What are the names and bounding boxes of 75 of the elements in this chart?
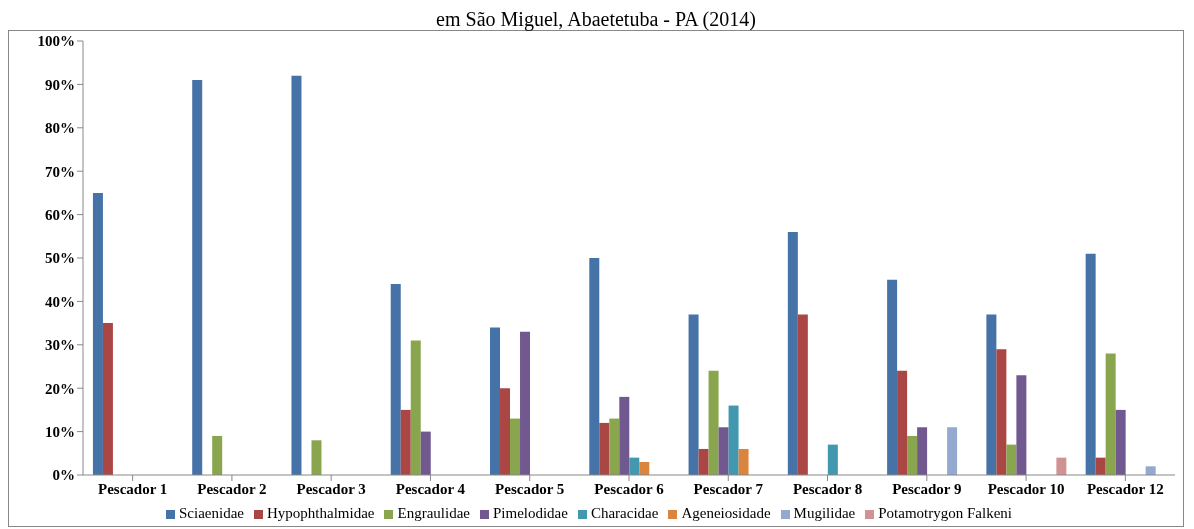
bar	[390, 284, 401, 475]
bar	[639, 461, 650, 475]
bar	[311, 440, 322, 475]
bar	[1016, 375, 1027, 475]
bar	[410, 340, 421, 475]
bar	[102, 323, 113, 475]
bar	[192, 80, 203, 475]
y-tick-label: 100%	[37, 33, 75, 50]
x-tick-label: Pescador 4	[395, 480, 466, 497]
bar	[887, 279, 898, 475]
bar	[589, 258, 600, 475]
bar	[500, 388, 511, 475]
bar	[629, 457, 640, 475]
x-tick-label: Pescador 9	[892, 480, 962, 497]
bar	[698, 448, 709, 475]
x-tick-label: Pescador 1	[97, 480, 168, 497]
bar	[510, 418, 521, 475]
y-tick-label: 20%	[45, 380, 75, 397]
bar	[787, 231, 798, 475]
x-tick-label: Pescador 5	[495, 480, 565, 497]
chart-title: em São Miguel, Abaetetuba - PA (2014)	[435, 8, 757, 30]
x-tick-label: Pescador 7	[693, 480, 764, 497]
bar	[400, 409, 411, 475]
bar	[1145, 466, 1156, 475]
bar	[490, 327, 501, 475]
y-tick-label: 40%	[45, 293, 75, 310]
bar	[797, 314, 808, 475]
bar	[520, 331, 531, 475]
bar	[599, 422, 610, 475]
bar	[827, 444, 838, 475]
bar	[688, 314, 699, 475]
bar	[947, 427, 958, 475]
bar	[420, 431, 431, 475]
y-tick-label: 30%	[45, 337, 75, 354]
bar	[1085, 253, 1096, 475]
bar	[728, 405, 739, 475]
y-tick-label: 90%	[45, 76, 75, 93]
x-tick-label: Pescador 6	[594, 480, 665, 497]
legend-label: Pimelodidae	[492, 505, 568, 521]
legend-label: Mugilidae	[793, 505, 856, 521]
legend-label: Hypophthalmidae	[267, 505, 375, 521]
x-tick-label: Pescador 3	[296, 480, 366, 497]
y-tick-label: 10%	[45, 423, 75, 440]
y-tick-label: 0%	[52, 467, 75, 484]
bar	[1115, 409, 1126, 475]
x-tick-label: Pescador 10	[987, 480, 1065, 497]
bar	[738, 448, 749, 475]
bar	[212, 435, 223, 475]
x-tick-label: Pescador 12	[1086, 480, 1164, 497]
legend-label: Sciaenidae	[179, 505, 244, 521]
bar	[1105, 353, 1116, 475]
legend-label: Characidae	[590, 505, 659, 521]
bar	[917, 427, 928, 475]
bar	[1056, 457, 1067, 475]
bar	[996, 349, 1007, 475]
bar	[291, 75, 302, 475]
y-tick-label: 80%	[45, 120, 75, 137]
x-tick-label: Pescador 8	[792, 480, 863, 497]
bar	[907, 435, 918, 475]
bar	[897, 370, 908, 475]
bar	[619, 396, 630, 475]
bar	[986, 314, 997, 475]
y-tick-label: 70%	[45, 163, 75, 180]
legend-label: Engraulidae	[397, 505, 470, 521]
y-tick-label: 60%	[45, 206, 75, 223]
bar	[609, 418, 620, 475]
bar	[708, 370, 719, 475]
bar	[1095, 457, 1106, 475]
bar	[1006, 444, 1017, 475]
y-tick-label: 50%	[45, 250, 75, 267]
x-tick-label: Pescador 2	[197, 480, 267, 497]
bar	[92, 192, 103, 475]
bar	[718, 427, 729, 475]
legend-label: Ageneiosidade	[681, 505, 771, 521]
legend-label: Potamotrygon Falkeni	[878, 505, 1012, 521]
